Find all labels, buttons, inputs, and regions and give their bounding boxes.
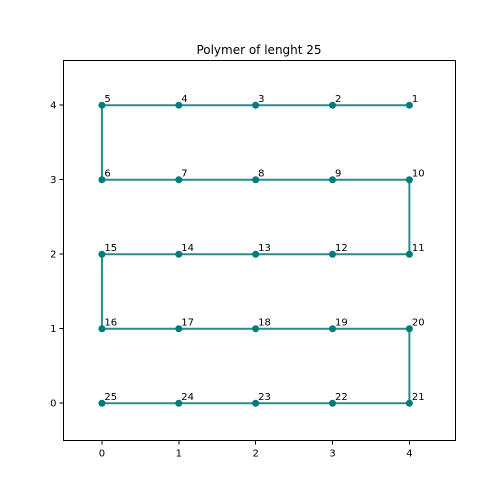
polymer-marker — [405, 176, 413, 184]
polymer-marker — [329, 399, 337, 407]
point-label: 12 — [335, 243, 348, 254]
polymer-marker — [405, 250, 413, 258]
polymer-marker — [405, 101, 413, 109]
y-tick-label: 3 — [50, 175, 56, 186]
point-label: 22 — [335, 392, 348, 403]
point-label: 15 — [104, 243, 117, 254]
point-label: 5 — [104, 94, 110, 105]
point-label: 17 — [181, 318, 194, 329]
x-tick-label: 0 — [99, 449, 105, 460]
polymer-marker — [329, 325, 337, 333]
axes-frame — [63, 60, 456, 441]
point-label: 1 — [412, 94, 418, 105]
y-tick-label: 1 — [50, 324, 56, 335]
polymer-marker — [405, 399, 413, 407]
point-label: 21 — [412, 392, 425, 403]
y-tick-label: 0 — [50, 399, 56, 410]
y-tick-label: 2 — [50, 250, 56, 261]
x-tick-label: 3 — [329, 449, 335, 460]
polymer-marker — [175, 325, 183, 333]
x-tick-label: 2 — [252, 449, 258, 460]
point-label: 6 — [104, 169, 110, 180]
polymer-marker — [252, 325, 260, 333]
point-label: 8 — [258, 169, 264, 180]
y-tick-label: 4 — [50, 101, 56, 112]
polymer-marker — [252, 399, 260, 407]
polymer-marker — [405, 325, 413, 333]
point-label: 3 — [258, 94, 264, 105]
point-label: 19 — [335, 318, 348, 329]
polymer-marker — [98, 399, 106, 407]
point-label: 16 — [104, 318, 117, 329]
polymer-marker — [252, 176, 260, 184]
point-label: 11 — [412, 243, 425, 254]
polymer-series — [98, 101, 413, 407]
polymer-marker — [98, 325, 106, 333]
polymer-marker — [175, 101, 183, 109]
polymer-marker — [252, 101, 260, 109]
point-label: 2 — [335, 94, 341, 105]
polymer-marker — [252, 250, 260, 258]
point-label: 9 — [335, 169, 341, 180]
polymer-marker — [98, 101, 106, 109]
polymer-marker — [98, 176, 106, 184]
polymer-marker — [175, 176, 183, 184]
point-label: 20 — [412, 318, 425, 329]
polymer-marker — [98, 250, 106, 258]
point-label: 23 — [258, 392, 271, 403]
point-label: 18 — [258, 318, 271, 329]
point-label: 4 — [181, 94, 187, 105]
polymer-marker — [329, 101, 337, 109]
point-label: 14 — [181, 243, 194, 254]
polymer-marker — [175, 250, 183, 258]
point-label: 13 — [258, 243, 271, 254]
chart-title: Polymer of lenght 25 — [196, 43, 321, 57]
polymer-marker — [329, 176, 337, 184]
point-label: 24 — [181, 392, 194, 403]
x-tick-label: 1 — [176, 449, 182, 460]
point-label: 25 — [104, 392, 117, 403]
polymer-marker — [329, 250, 337, 258]
x-tick-label: 4 — [406, 449, 412, 460]
point-label: 10 — [412, 169, 425, 180]
polymer-marker — [175, 399, 183, 407]
point-label: 7 — [181, 169, 187, 180]
